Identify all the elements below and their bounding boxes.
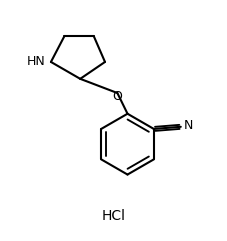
Text: O: O xyxy=(112,90,122,103)
Text: HCl: HCl xyxy=(101,209,126,223)
Text: N: N xyxy=(183,119,192,132)
Text: HN: HN xyxy=(27,55,46,68)
